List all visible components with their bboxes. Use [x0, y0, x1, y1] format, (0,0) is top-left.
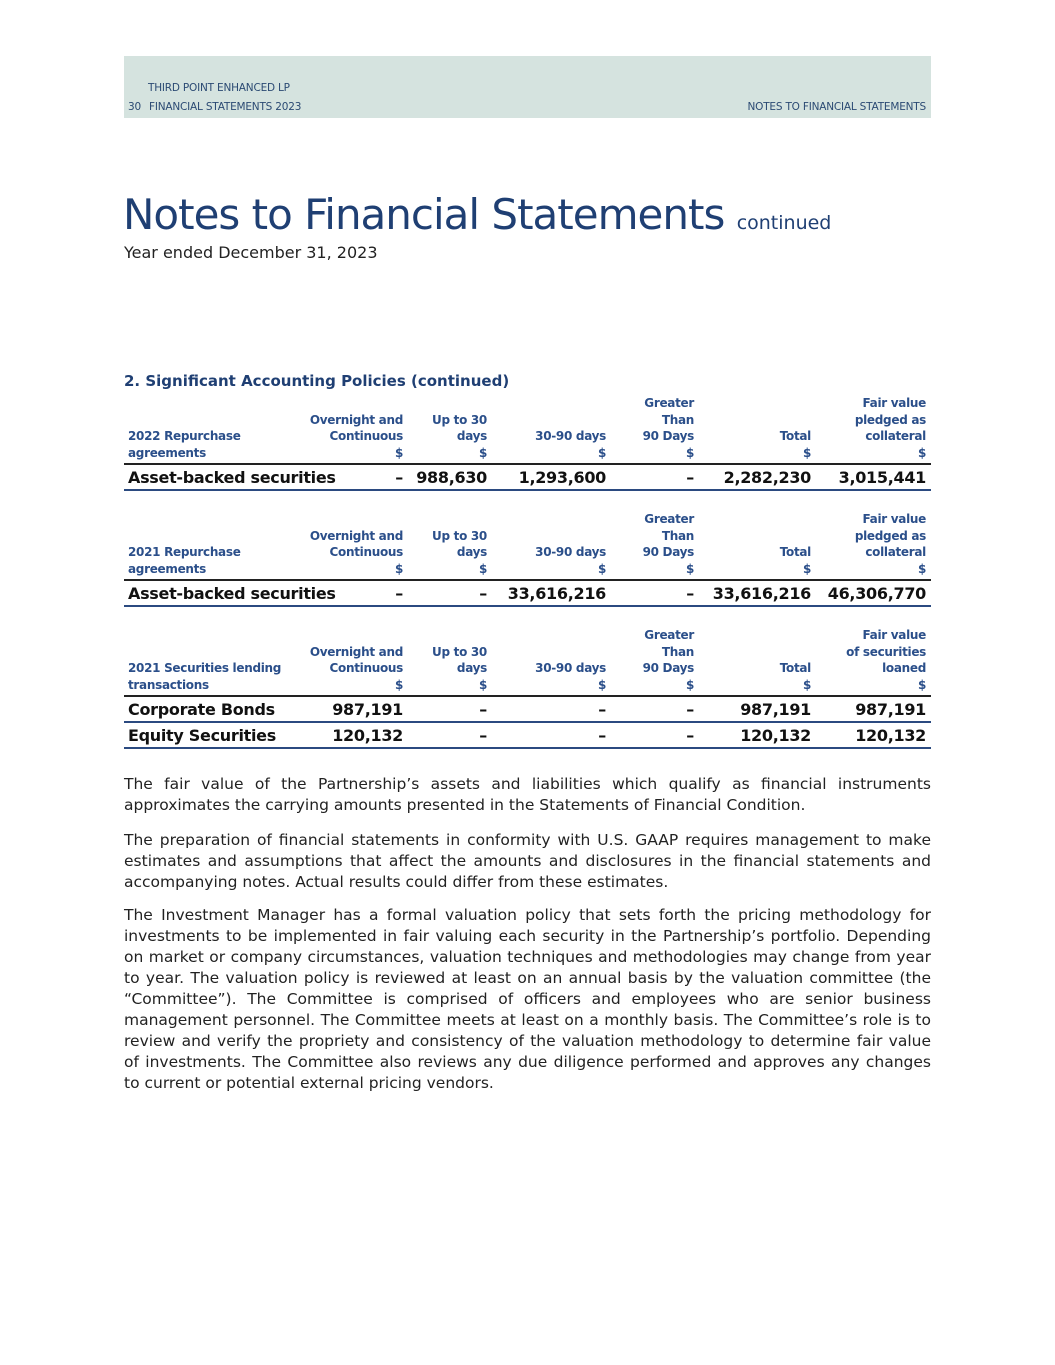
table-header-row: 2022 Repurchase agreements Overnight and …: [124, 395, 931, 464]
column-header: Overnight and Continuous $: [309, 644, 403, 692]
table-cell: 987,191: [816, 696, 931, 723]
column-header: Total $: [779, 661, 812, 692]
table-cell: 33,616,216: [492, 580, 611, 607]
report-name: FINANCIAL STATEMENTS 2023: [149, 101, 302, 113]
column-header: Fair value of securities loaned $: [846, 628, 926, 692]
table-cell: –: [309, 580, 408, 607]
table-cell: –: [408, 722, 492, 749]
row-label: Corporate Bonds: [124, 696, 309, 723]
table-row: Corporate Bonds 987,191– – –987,191 987,191: [124, 696, 931, 723]
column-header: Fair value pledged as collateral $: [854, 396, 926, 460]
table-cell: 33,616,216: [699, 580, 816, 607]
column-header: Greater Than 90 Days $: [642, 512, 695, 576]
row-label: Asset-backed securities: [124, 464, 336, 491]
column-header: Up to 30 days $: [432, 644, 487, 692]
column-header: 2021 Repurchase agreements: [128, 545, 241, 576]
table-cell: –: [611, 464, 699, 491]
table-cell: 1,293,600: [492, 464, 611, 491]
table-cell: –: [408, 696, 492, 723]
column-header: 30-90 days $: [535, 545, 606, 576]
column-header: Total $: [779, 429, 812, 460]
page-title: Notes to Financial Statements continued: [123, 190, 831, 239]
column-header: Overnight and Continuous $: [309, 412, 403, 460]
data-table: 2021 Securities lending transactions Over…: [124, 627, 931, 749]
table-row: Asset-backed securities –988,630 1,293,600…: [124, 464, 931, 491]
table-cell: 2,282,230: [699, 464, 816, 491]
data-table: 2021 Repurchase agreements Overnight and …: [124, 511, 931, 607]
table-header-row: 2021 Securities lending transactions Over…: [124, 627, 931, 696]
table-cell: –: [611, 580, 699, 607]
table-cell: 120,132: [699, 722, 816, 749]
table-cell: –: [408, 580, 492, 607]
table-cell: 46,306,770: [816, 580, 931, 607]
column-header: Greater Than 90 Days $: [642, 396, 695, 460]
table-row: Equity Securities 120,132– – –120,132 120,13…: [124, 722, 931, 749]
column-header: Up to 30 days $: [432, 528, 487, 576]
section-heading: 2. Significant Accounting Policies (cont…: [124, 372, 510, 390]
table-cell: 987,191: [699, 696, 816, 723]
column-header: Greater Than 90 Days $: [642, 628, 695, 692]
page-subtitle: Year ended December 31, 2023: [124, 243, 378, 262]
table-cell: –: [309, 464, 408, 491]
table-cell: 988,630: [408, 464, 492, 491]
section-name: NOTES TO FINANCIAL STATEMENTS: [747, 101, 926, 113]
table-cell: –: [611, 722, 699, 749]
table-cell: 3,015,441: [816, 464, 931, 491]
paragraph-estimates: The preparation of financial statements …: [124, 830, 931, 891]
row-label: Asset-backed securities: [124, 580, 336, 607]
title-suffix: continued: [736, 212, 832, 234]
column-header: 2022 Repurchase agreements: [128, 429, 241, 460]
row-label: Equity Securities: [124, 722, 309, 749]
column-header: Up to 30 days $: [432, 412, 487, 460]
table-cell: –: [492, 722, 611, 749]
column-header: 30-90 days $: [535, 661, 606, 692]
column-header: Fair value pledged as collateral $: [854, 512, 926, 576]
data-table: 2022 Repurchase agreements Overnight and …: [124, 395, 931, 491]
table-cell: –: [492, 696, 611, 723]
header-band: THIRD POINT ENHANCED LP 30 FINANCIAL STA…: [124, 56, 931, 118]
title-main: Notes to Financial Statements: [123, 190, 725, 239]
company-name: THIRD POINT ENHANCED LP: [148, 82, 290, 94]
column-header: Total $: [779, 545, 812, 576]
column-header: 2021 Securities lending transactions: [128, 661, 282, 692]
paragraph-fair-value: The fair value of the Partnership’s asse…: [124, 774, 931, 814]
paragraph-valuation-policy: The Investment Manager has a formal valu…: [124, 905, 931, 1092]
column-header: 30-90 days $: [535, 429, 606, 460]
table-cell: 120,132: [816, 722, 931, 749]
table-cell: –: [611, 696, 699, 723]
page-number: 30: [128, 101, 141, 113]
table-cell: 987,191: [309, 696, 408, 723]
table-cell: 120,132: [309, 722, 408, 749]
column-header: Overnight and Continuous $: [309, 528, 403, 576]
table-header-row: 2021 Repurchase agreements Overnight and …: [124, 511, 931, 580]
table-row: Asset-backed securities – –33,616,216–33,6…: [124, 580, 931, 607]
